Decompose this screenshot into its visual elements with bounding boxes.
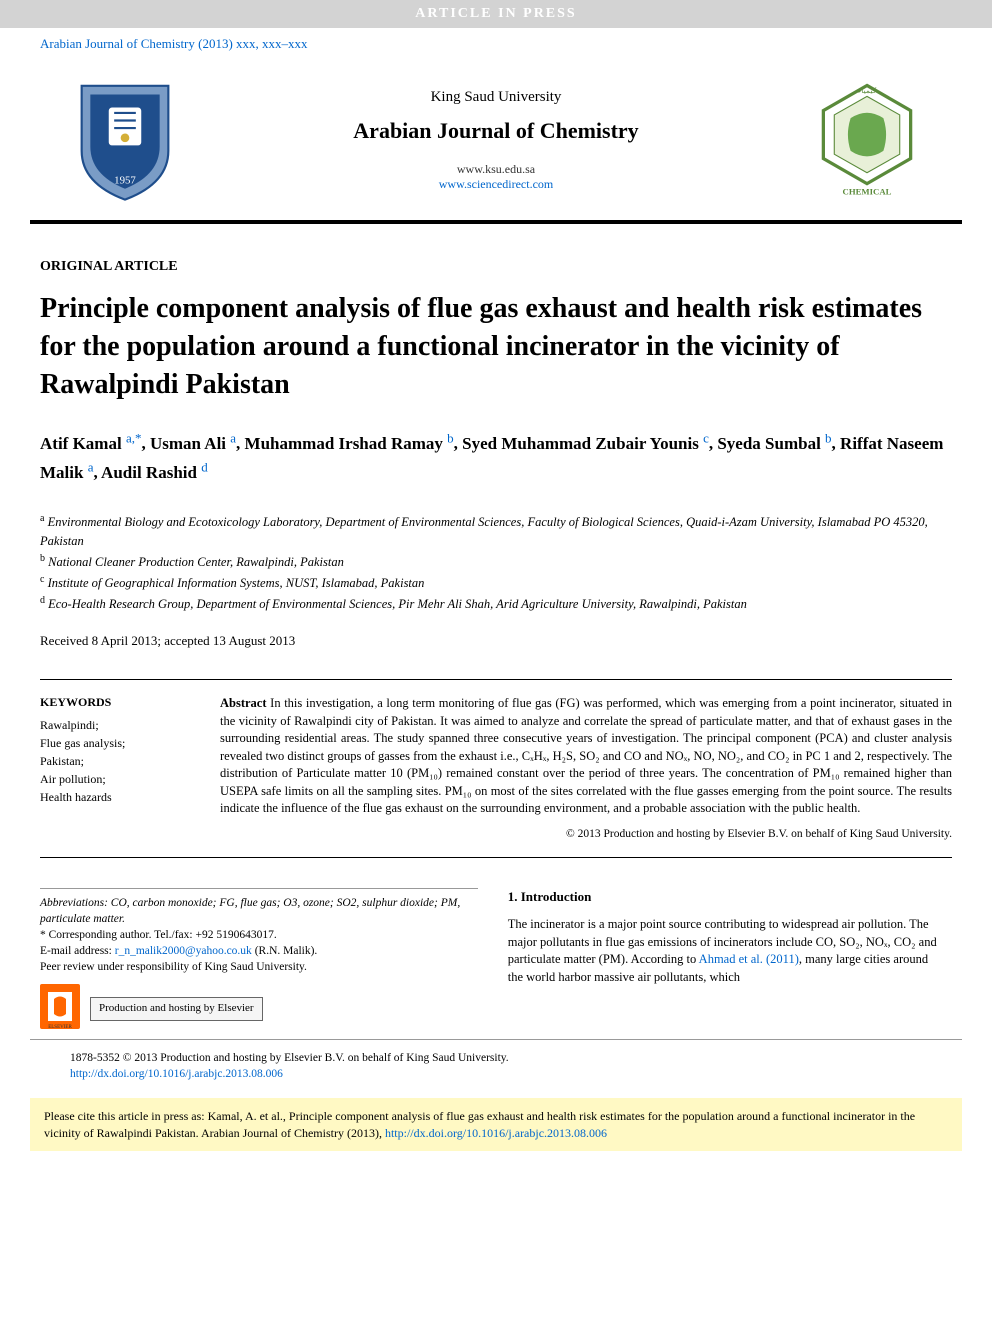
hosting-badge: Production and hosting by Elsevier <box>90 997 263 1020</box>
author: Usman Ali a <box>150 434 236 453</box>
article-title: Principle component analysis of flue gas… <box>40 290 952 403</box>
header-band: 1957 King Saud University Arabian Journa… <box>30 60 962 224</box>
journal-reference: Arabian Journal of Chemistry (2013) xxx,… <box>0 28 992 60</box>
email-line: E-mail address: r_n_malik2000@yahoo.co.u… <box>40 943 478 959</box>
author: Atif Kamal a,* <box>40 434 141 453</box>
abbreviations-note: Abbreviations: CO, carbon monoxide; FG, … <box>40 895 478 927</box>
citation-doi-link[interactable]: http://dx.doi.org/10.1016/j.arabjc.2013.… <box>385 1126 607 1140</box>
svg-text:CHEMICAL: CHEMICAL <box>843 187 892 197</box>
abstract-text: In this investigation, a long term monit… <box>220 696 952 815</box>
intro-paragraph: The incinerator is a major point source … <box>508 916 946 986</box>
keyword-item: Air pollution; <box>40 770 200 788</box>
keywords-list: Rawalpindi;Flue gas analysis;Pakistan;Ai… <box>40 716 200 806</box>
keywords-title: KEYWORDS <box>40 695 200 710</box>
keyword-item: Health hazards <box>40 788 200 806</box>
article-type: ORIGINAL ARTICLE <box>40 259 952 275</box>
article-content: ORIGINAL ARTICLE Principle component ana… <box>0 224 992 888</box>
bottom-metadata: 1878-5352 © 2013 Production and hosting … <box>30 1039 962 1090</box>
citation-ahmad[interactable]: Ahmad et al. (2011) <box>699 952 799 966</box>
issn-copyright: 1878-5352 © 2013 Production and hosting … <box>70 1050 922 1066</box>
peer-review-note: Peer review under responsibility of King… <box>40 959 478 975</box>
author: Audil Rashid d <box>101 463 208 482</box>
journal-url-sciencedirect[interactable]: www.sciencedirect.com <box>180 177 812 192</box>
keyword-item: Flue gas analysis; <box>40 734 200 752</box>
article-in-press-banner: ARTICLE IN PRESS <box>0 0 992 28</box>
affiliation: a Environmental Biology and Ecotoxicolog… <box>40 511 952 551</box>
chemical-society-logo: كيمياء CHEMICAL <box>812 80 922 200</box>
journal-name: Arabian Journal of Chemistry <box>180 118 812 144</box>
affiliations-list: a Environmental Biology and Ecotoxicolog… <box>40 511 952 613</box>
publisher-name: King Saud University <box>180 89 812 106</box>
keywords-box: KEYWORDS Rawalpindi;Flue gas analysis;Pa… <box>40 695 220 842</box>
footer-section: Abbreviations: CO, carbon monoxide; FG, … <box>0 888 992 1028</box>
abstract-section: KEYWORDS Rawalpindi;Flue gas analysis;Pa… <box>40 679 952 858</box>
keyword-item: Pakistan; <box>40 752 200 770</box>
svg-text:1957: 1957 <box>114 174 136 186</box>
abstract-body: Abstract In this investigation, a long t… <box>220 695 952 842</box>
author: Muhammad Irshad Ramay b <box>245 434 454 453</box>
authors-list: Atif Kamal a,*, Usman Ali a, Muhammad Ir… <box>40 428 952 486</box>
abstract-copyright: © 2013 Production and hosting by Elsevie… <box>220 826 952 842</box>
author: Syed Muhammad Zubair Younis c <box>462 434 709 453</box>
affiliation: c Institute of Geographical Information … <box>40 572 952 593</box>
intro-heading: 1. Introduction <box>508 888 946 906</box>
affiliation: b National Cleaner Production Center, Ra… <box>40 551 952 572</box>
svg-text:كيمياء: كيمياء <box>858 86 877 95</box>
ksu-shield-logo: 1957 <box>70 75 180 205</box>
elsevier-logo-icon: ELSEVIER <box>40 984 80 1029</box>
article-dates: Received 8 April 2013; accepted 13 Augus… <box>40 633 952 649</box>
author: Syeda Sumbal b <box>717 434 831 453</box>
keyword-item: Rawalpindi; <box>40 716 200 734</box>
header-center: King Saud University Arabian Journal of … <box>180 89 812 192</box>
abstract-label: Abstract <box>220 696 267 710</box>
citation-box: Please cite this article in press as: Ka… <box>30 1098 962 1152</box>
affiliation: d Eco-Health Research Group, Department … <box>40 593 952 614</box>
corresponding-author-note: * Corresponding author. Tel./fax: +92 51… <box>40 927 478 943</box>
journal-url-ksu: www.ksu.edu.sa <box>180 162 812 177</box>
svg-text:ELSEVIER: ELSEVIER <box>48 1025 72 1029</box>
introduction-column: 1. Introduction The incinerator is a maj… <box>508 888 946 1028</box>
doi-link[interactable]: http://dx.doi.org/10.1016/j.arabjc.2013.… <box>70 1068 283 1080</box>
footnotes-column: Abbreviations: CO, carbon monoxide; FG, … <box>40 888 478 1028</box>
email-link[interactable]: r_n_malik2000@yahoo.co.uk <box>115 945 252 957</box>
